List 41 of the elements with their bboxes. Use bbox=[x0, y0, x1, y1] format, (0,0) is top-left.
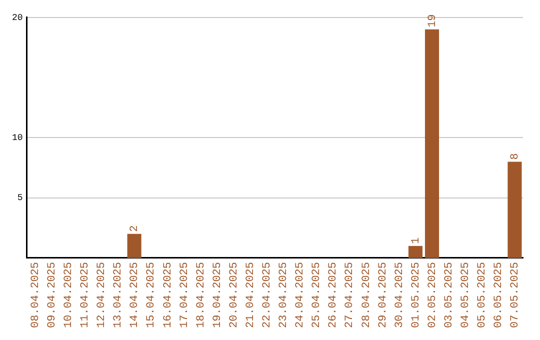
x-tick-label: 25.04.2025 bbox=[311, 262, 324, 328]
data-label: 19 bbox=[426, 14, 439, 28]
x-tick-label: 01.05.2025 bbox=[410, 262, 422, 328]
x-tick-label: 09.04.2025 bbox=[46, 262, 59, 328]
x-tick-label: 27.04.2025 bbox=[344, 262, 356, 328]
data-label: 2 bbox=[129, 225, 142, 232]
x-tick-label: 03.05.2025 bbox=[443, 262, 456, 328]
y-tick-label: 5 bbox=[17, 193, 23, 204]
bar bbox=[127, 234, 142, 258]
x-tick-label: 07.05.2025 bbox=[510, 262, 522, 328]
x-tick-label: 21.04.2025 bbox=[244, 262, 257, 328]
data-label: 1 bbox=[410, 236, 422, 244]
x-tick-label: 06.05.2025 bbox=[493, 262, 506, 328]
x-tick-label: 08.04.2025 bbox=[30, 262, 42, 328]
data-label: 8 bbox=[510, 153, 522, 160]
x-tick-label: 28.04.2025 bbox=[360, 262, 373, 328]
x-tick-label: 11.04.2025 bbox=[80, 262, 92, 328]
x-tick-label: 29.04.2025 bbox=[377, 262, 390, 328]
x-tick-label: 02.05.2025 bbox=[426, 262, 439, 328]
x-tick-label: 04.05.2025 bbox=[460, 262, 472, 328]
x-tick-label: 22.04.2025 bbox=[262, 262, 274, 328]
x-tick-label: 16.04.2025 bbox=[162, 262, 174, 328]
x-tick-label: 12.04.2025 bbox=[96, 262, 108, 328]
bar bbox=[424, 29, 440, 258]
y-tick-label: 20 bbox=[12, 12, 23, 23]
x-tick-label: 13.04.2025 bbox=[112, 262, 125, 328]
x-tick-label: 14.04.2025 bbox=[129, 262, 142, 328]
x-tick-label: 24.04.2025 bbox=[294, 262, 307, 328]
x-tick-label: 15.04.2025 bbox=[146, 262, 158, 328]
x-tick-label: 19.04.2025 bbox=[212, 262, 224, 328]
x-tick-label: 20.04.2025 bbox=[228, 262, 240, 328]
bar bbox=[408, 246, 422, 258]
x-tick-label: 18.04.2025 bbox=[195, 262, 208, 328]
x-tick-label: 17.04.2025 bbox=[178, 262, 191, 328]
bar bbox=[508, 162, 522, 258]
x-tick-label: 26.04.2025 bbox=[328, 262, 340, 328]
x-tick-label: 30.04.2025 bbox=[394, 262, 406, 328]
x-tick-label: 10.04.2025 bbox=[63, 262, 76, 328]
x-tick-label: 23.04.2025 bbox=[278, 262, 290, 328]
y-tick-label: 10 bbox=[12, 133, 23, 144]
x-tick-label: 05.05.2025 bbox=[476, 262, 489, 328]
